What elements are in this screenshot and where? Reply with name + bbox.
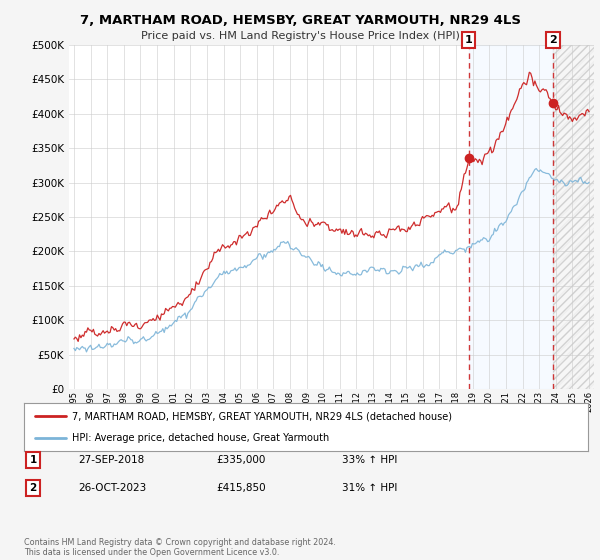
Bar bbox=[553, 45, 598, 389]
Text: 33% ↑ HPI: 33% ↑ HPI bbox=[342, 455, 397, 465]
Text: 2: 2 bbox=[29, 483, 37, 493]
Text: 7, MARTHAM ROAD, HEMSBY, GREAT YARMOUTH, NR29 4LS: 7, MARTHAM ROAD, HEMSBY, GREAT YARMOUTH,… bbox=[79, 14, 521, 27]
Text: 26-OCT-2023: 26-OCT-2023 bbox=[78, 483, 146, 493]
Bar bbox=[469, 45, 553, 389]
Text: HPI: Average price, detached house, Great Yarmouth: HPI: Average price, detached house, Grea… bbox=[72, 433, 329, 443]
Text: £415,850: £415,850 bbox=[216, 483, 266, 493]
Text: 27-SEP-2018: 27-SEP-2018 bbox=[78, 455, 144, 465]
Text: £335,000: £335,000 bbox=[216, 455, 265, 465]
Bar bbox=[553, 45, 598, 389]
Text: 2: 2 bbox=[549, 35, 557, 45]
Text: 1: 1 bbox=[464, 35, 472, 45]
Text: 31% ↑ HPI: 31% ↑ HPI bbox=[342, 483, 397, 493]
Bar bbox=[553, 45, 598, 389]
Text: 7, MARTHAM ROAD, HEMSBY, GREAT YARMOUTH, NR29 4LS (detached house): 7, MARTHAM ROAD, HEMSBY, GREAT YARMOUTH,… bbox=[72, 411, 452, 421]
Text: Price paid vs. HM Land Registry's House Price Index (HPI): Price paid vs. HM Land Registry's House … bbox=[140, 31, 460, 41]
Text: Contains HM Land Registry data © Crown copyright and database right 2024.
This d: Contains HM Land Registry data © Crown c… bbox=[24, 538, 336, 557]
Text: 1: 1 bbox=[29, 455, 37, 465]
